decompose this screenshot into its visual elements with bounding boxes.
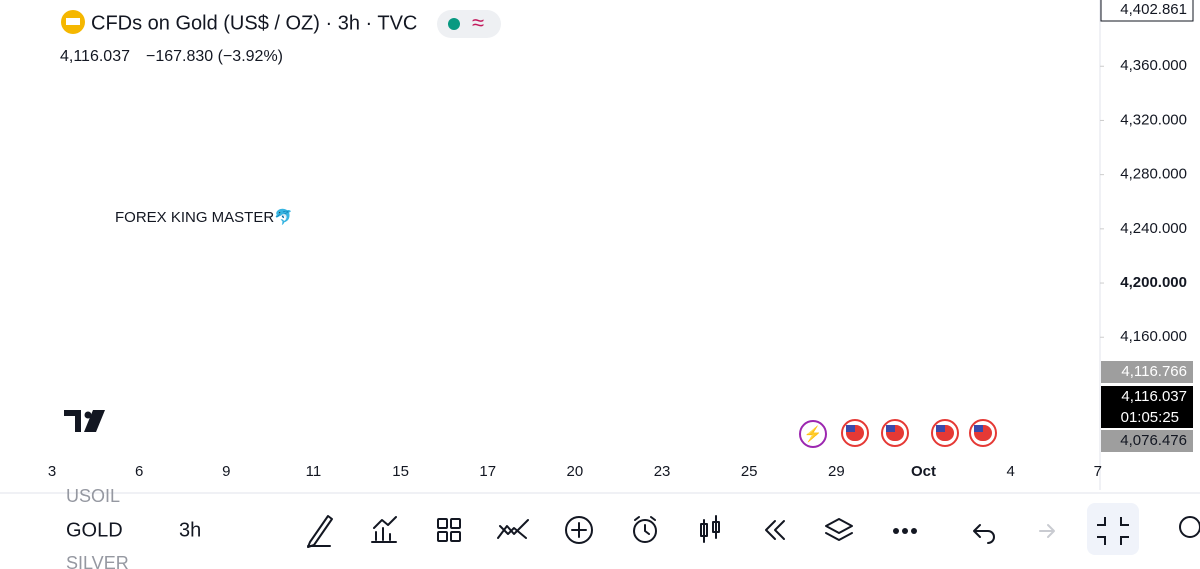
event-flag-canton [886, 425, 895, 432]
x-tick-label: 20 [567, 463, 584, 480]
x-tick-label: 9 [222, 463, 230, 480]
fullscreen-button[interactable] [1087, 503, 1139, 555]
interval[interactable]: 3h [179, 519, 201, 541]
y-tick-label: 4,360.000 [1120, 57, 1187, 74]
countdown: 01:05:25 [1121, 409, 1179, 426]
symbol-prev[interactable]: USOIL [66, 486, 120, 506]
event-icons: ⚡ [799, 420, 827, 448]
x-tick-label: 25 [741, 463, 758, 480]
layout-a[interactable] [437, 518, 448, 529]
more-b[interactable] [902, 528, 908, 534]
ideas-icon[interactable] [1179, 516, 1200, 538]
symbol-icon-bar [66, 18, 80, 25]
more-a[interactable] [893, 528, 899, 534]
price-label: 4,402.861 [1120, 1, 1187, 18]
time-axis: 3 6 9 11 15 17 20 23 25 29 Oct 4 7 [48, 463, 1102, 480]
y-tick-label: 4,320.000 [1120, 111, 1187, 128]
logo [64, 410, 105, 432]
redo[interactable] [1039, 524, 1055, 538]
alert[interactable] [633, 519, 657, 543]
y-tick-label: 4,160.000 [1120, 328, 1187, 345]
undo[interactable] [973, 524, 995, 544]
chart-title: CFDs on Gold (US$ / OZ) · 3h · TVC [91, 12, 417, 34]
layout-c[interactable] [437, 531, 448, 542]
symbol-next[interactable]: SILVER [66, 553, 129, 569]
more-c[interactable] [911, 528, 917, 534]
y-tick-label: 4,240.000 [1120, 220, 1187, 237]
toolbar: USOIL GOLD SILVER 3h [66, 486, 1200, 569]
y-tick-label: 4,280.000 [1120, 166, 1187, 183]
delayed-icon: ≈ [472, 10, 484, 35]
economic-events [841, 419, 997, 447]
annotation-text: FOREX KING MASTER🐬 [115, 207, 293, 226]
price-change: −167.830 (−3.92%) [146, 48, 283, 65]
x-tick-label: 3 [48, 463, 56, 480]
event-flag-canton [846, 425, 855, 432]
symbol-current[interactable]: GOLD [66, 519, 123, 541]
fullscreen-icon [1097, 517, 1129, 545]
x-tick-label: Oct [911, 463, 936, 480]
event-flag-canton [936, 425, 945, 432]
x-tick-label: 29 [828, 463, 845, 480]
event-icon-glyph: ⚡ [804, 425, 823, 443]
layout-d[interactable] [450, 531, 461, 542]
layers[interactable] [825, 518, 853, 541]
x-tick-label: 6 [135, 463, 143, 480]
price-label-box [1101, 386, 1193, 428]
price-label: 4,116.766 [1121, 363, 1187, 380]
price-label: 4,116.037 [1121, 388, 1187, 405]
price-label-box [1100, 0, 1194, 22]
last-price: 4,116.037 [60, 48, 130, 65]
replay[interactable] [765, 520, 785, 540]
chart-type[interactable] [700, 515, 720, 543]
event-icon[interactable] [799, 420, 827, 448]
x-tick-label: 23 [654, 463, 671, 480]
price-axis: 4,360.000 4,320.000 4,280.000 4,240.000 4,20… [1100, 0, 1194, 452]
price-label-box [1101, 430, 1193, 452]
add-plus [571, 522, 587, 538]
alert-hands [634, 516, 656, 535]
status-pill [437, 10, 501, 38]
add[interactable] [565, 516, 593, 544]
header: CFDs on Gold (US$ / OZ) · 3h · TVC ≈ 4,1… [60, 10, 501, 65]
x-tick-label: 15 [392, 463, 409, 480]
draw-tool[interactable] [307, 515, 333, 548]
x-tick-label: 7 [1094, 463, 1102, 480]
market-open-dot [448, 18, 460, 30]
compare[interactable] [497, 519, 529, 539]
indicators[interactable] [371, 516, 397, 543]
tv-logo [64, 410, 105, 432]
logo-dot [84, 411, 92, 419]
event-flag-canton [974, 425, 983, 432]
x-tick-label: 4 [1006, 463, 1014, 480]
price-label-box [1101, 361, 1193, 383]
layout-b[interactable] [450, 518, 461, 529]
x-tick-label: 11 [306, 463, 322, 480]
price-label: 4,076.476 [1120, 432, 1187, 449]
y-tick-label: 4,200.000 [1120, 274, 1187, 291]
x-tick-label: 17 [479, 463, 496, 480]
